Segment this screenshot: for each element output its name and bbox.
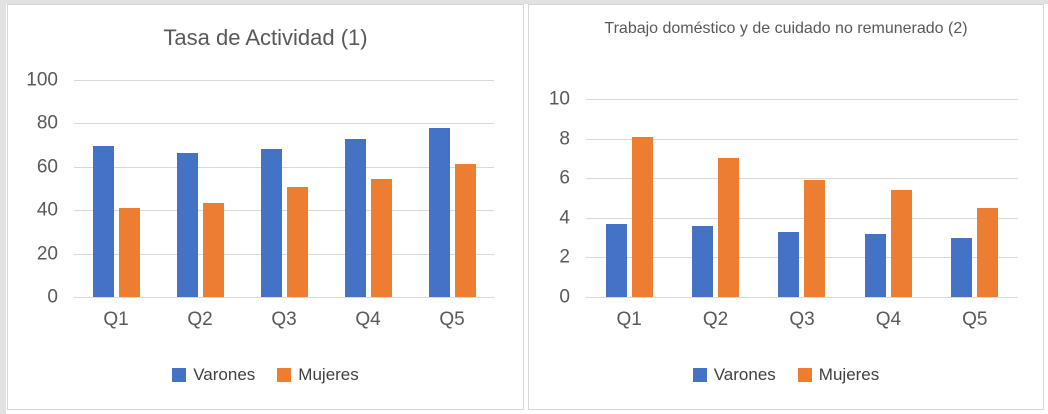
- gridline: [74, 253, 494, 255]
- y-axis-tick-label: 8: [559, 128, 570, 150]
- gridline: [74, 80, 494, 81]
- bar-group-q4: [845, 99, 931, 297]
- x-axis-tick-label: Q1: [103, 309, 129, 330]
- varones-bar: [176, 152, 198, 297]
- bar-group-q3: [242, 80, 326, 297]
- bar-group-q3: [759, 99, 845, 297]
- y-axis-tick-label: 6: [559, 167, 570, 189]
- y-axis-tick-label: 40: [36, 199, 58, 221]
- gridline: [586, 217, 1018, 219]
- y-axis-tick-label: 100: [26, 69, 58, 91]
- legend-entry-varones: Varones: [692, 365, 776, 385]
- x-axis-tick-label: Q5: [439, 309, 465, 330]
- mujeres-bar: [286, 187, 308, 297]
- mujeres-bar: [631, 136, 653, 297]
- varones-bar: [344, 138, 366, 297]
- bar-group-q2: [158, 80, 242, 297]
- chart-card-tasa-actividad: Tasa de Actividad (1) Varones Mujeres 0 20…: [7, 4, 524, 410]
- bar-group-q1: [74, 80, 158, 297]
- mujeres-bar: [977, 207, 999, 297]
- bar-group-q2: [672, 99, 758, 297]
- varones-bar: [692, 225, 714, 297]
- varones-bar: [260, 149, 282, 297]
- x-axis-tick-label: Q1: [616, 309, 642, 330]
- legend-label: Mujeres: [298, 365, 359, 384]
- x-axis-tick-label: Q2: [187, 309, 213, 330]
- y-axis-tick-label: 20: [36, 243, 58, 265]
- gridline: [586, 138, 1018, 140]
- mujeres-bar: [718, 158, 740, 297]
- mujeres-bar: [118, 208, 140, 297]
- gridline: [74, 166, 494, 168]
- legend-entry-mujeres: Mujeres: [797, 365, 880, 385]
- varones-bar: [864, 233, 886, 297]
- x-axis-tick-label: Q2: [702, 309, 729, 330]
- chart-title: Trabajo doméstico y de cuidado no remune…: [604, 20, 968, 37]
- x-axis-tick-label: Q4: [355, 309, 381, 330]
- mujeres-bar: [370, 178, 392, 297]
- gridline: [586, 257, 1018, 259]
- frame-top-strip: [0, 0, 1048, 4]
- mujeres-bar: [804, 180, 826, 297]
- legend: Varones Mujeres: [529, 365, 1043, 385]
- gridline: [586, 178, 1018, 180]
- y-axis-tick-label: 10: [548, 88, 570, 110]
- y-axis-tick-label: 80: [36, 112, 58, 134]
- chart-title: Tasa de Actividad (1): [163, 25, 368, 50]
- x-axis-tick-label: Q4: [875, 309, 902, 330]
- gridline: [74, 297, 494, 298]
- legend-label: Varones: [193, 365, 256, 384]
- varones-bar: [778, 231, 800, 297]
- y-axis-tick-label: 0: [47, 286, 58, 308]
- x-axis-tick-label: Q3: [789, 309, 815, 330]
- gridline: [74, 123, 494, 125]
- mujeres-bar: [890, 190, 912, 297]
- varones-bar: [428, 127, 450, 297]
- y-axis-tick-label: 60: [36, 156, 58, 178]
- bar-group-q5: [932, 99, 1018, 297]
- varones-bar: [605, 223, 627, 297]
- legend-swatch-icon: [797, 368, 812, 382]
- y-axis-tick-label: 2: [559, 246, 570, 268]
- legend: Varones Mujeres: [8, 365, 523, 385]
- legend-swatch-icon: [277, 368, 292, 382]
- legend-label: Mujeres: [818, 365, 880, 384]
- bar-group-q4: [326, 80, 410, 297]
- gridline: [74, 210, 494, 212]
- x-axis-tick-label: Q3: [271, 309, 297, 330]
- varones-bar: [951, 237, 973, 297]
- legend-entry-varones: Varones: [172, 365, 255, 385]
- gridline: [586, 99, 1018, 100]
- mujeres-bar: [202, 202, 224, 297]
- frame-left-strip: [0, 0, 6, 414]
- gridline: [586, 297, 1018, 298]
- legend-label: Varones: [713, 365, 776, 384]
- legend-swatch-icon: [692, 368, 707, 382]
- bar-group-q1: [586, 99, 672, 297]
- chart-card-trabajo-domestico: Trabajo doméstico y de cuidado no remune…: [528, 4, 1044, 410]
- bar-group-q5: [410, 80, 494, 297]
- legend-swatch-icon: [172, 368, 187, 382]
- x-axis-tick-label: Q5: [962, 309, 988, 330]
- varones-bar: [92, 146, 114, 297]
- y-axis-tick-label: 4: [559, 207, 570, 229]
- y-axis-tick-label: 0: [559, 286, 570, 308]
- mujeres-bar: [454, 163, 476, 297]
- legend-entry-mujeres: Mujeres: [277, 365, 359, 385]
